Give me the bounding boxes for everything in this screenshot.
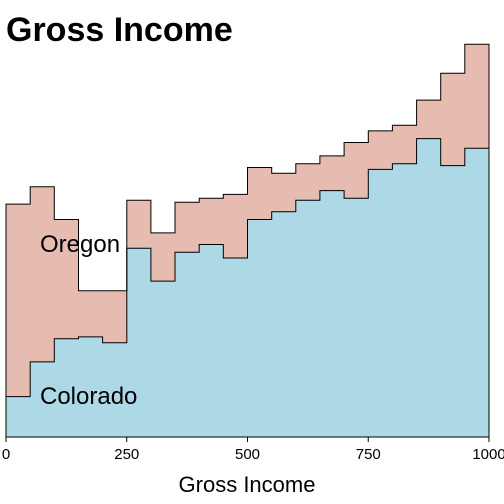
x-tick-label: 750 xyxy=(356,446,381,463)
plot-area xyxy=(5,43,490,437)
line-oregon xyxy=(5,43,490,437)
x-axis-title: Gross Income xyxy=(179,472,316,497)
x-tick-label: 250 xyxy=(114,446,139,463)
x-tick-label: 0 xyxy=(2,446,10,463)
series-labels: Colorado Oregon xyxy=(40,231,137,410)
x-tick-label: 500 xyxy=(235,446,260,463)
series-label-oregon: Oregon xyxy=(40,231,120,258)
line-colorado xyxy=(5,138,490,437)
series-label-colorado: Colorado xyxy=(40,383,137,410)
x-tick-label: 1000 xyxy=(472,446,504,463)
chart-title: Gross Income xyxy=(6,11,233,49)
area-colorado xyxy=(6,138,489,437)
x-axis: 0 250 500 750 1000 xyxy=(2,436,504,463)
